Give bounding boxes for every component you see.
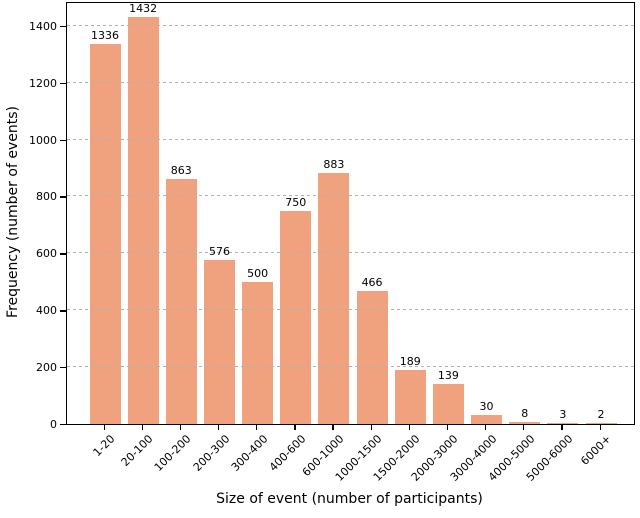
bar-value-label: 2 [597,408,605,422]
bar [165,178,197,424]
x-tick-label: 6000+ [577,431,614,468]
x-tick [294,424,296,430]
bar-value-label: 1432 [129,1,158,15]
bar-value-label: 30 [479,400,494,414]
x-tick-label: 1-20 [90,431,118,459]
x-tick-label: 300-400 [228,431,271,474]
x-tick [561,424,563,430]
y-tick-label: 1400 [29,19,57,33]
bar [394,370,426,424]
y-tick-label: 0 [50,418,57,431]
y-gridline [67,366,634,368]
y-axis-title: Frequency (number of events) [5,106,21,318]
y-gridline [67,24,634,26]
bar-value-label: 500 [247,266,269,280]
y-tick-label: 600 [36,247,57,261]
y-tick [59,253,66,255]
bar-value-label: 883 [323,157,345,171]
bar [280,210,312,424]
x-tick [179,424,182,430]
y-tick [59,367,66,369]
bar-value-label: 3 [559,408,567,422]
plot-area: 1336 1432 863 576 500 750 883 466 189 139 30 8 3 2 [66,2,635,425]
y-gridline [67,252,634,254]
y-gridline [67,81,634,83]
x-tick-label: 100-200 [152,431,194,474]
y-tick-label: 400 [36,304,57,318]
bar-value-label: 576 [208,245,230,259]
y-tick-label: 1200 [29,76,57,90]
bar-value-label: 750 [285,195,307,209]
y-tick [59,196,66,198]
x-tick [370,424,372,430]
x-axis-title: Size of event (number of participants) [216,491,483,507]
bar-value-label: 8 [521,406,529,420]
x-tick [599,424,601,430]
y-tick [59,82,66,84]
bar [471,415,503,424]
x-tick [408,424,411,430]
bar [318,172,350,424]
x-tick-label: 20-100 [118,431,156,469]
bar [356,291,388,424]
x-tick [103,424,105,430]
bar [432,384,464,424]
x-tick-label: 200-300 [190,431,232,474]
y-tick-label: 800 [36,190,57,204]
bar-value-label: 863 [170,163,192,177]
x-tick [485,424,487,430]
y-tick [59,25,66,28]
y-tick [59,310,66,312]
y-tick-label: 1000 [29,133,57,147]
x-tick [256,424,258,430]
x-tick [523,424,525,430]
y-tick [59,424,66,426]
bar [509,421,541,424]
bar-value-label: 466 [361,276,383,290]
x-tick [217,424,220,430]
y-tick-label: 200 [36,361,57,375]
bar [89,43,121,424]
y-gridline [67,195,634,197]
bar [547,423,579,424]
y-gridline [67,309,634,311]
bar [203,260,235,424]
y-gridline [67,138,634,140]
bar-value-label: 189 [399,355,421,369]
bar-value-label: 139 [437,369,459,383]
bar-value-label: 1336 [91,28,119,42]
x-tick [332,424,334,430]
x-tick [446,424,449,430]
x-tick [141,424,143,430]
bar [127,16,159,424]
bar [585,423,617,424]
bar [242,281,274,424]
y-tick [59,139,66,141]
